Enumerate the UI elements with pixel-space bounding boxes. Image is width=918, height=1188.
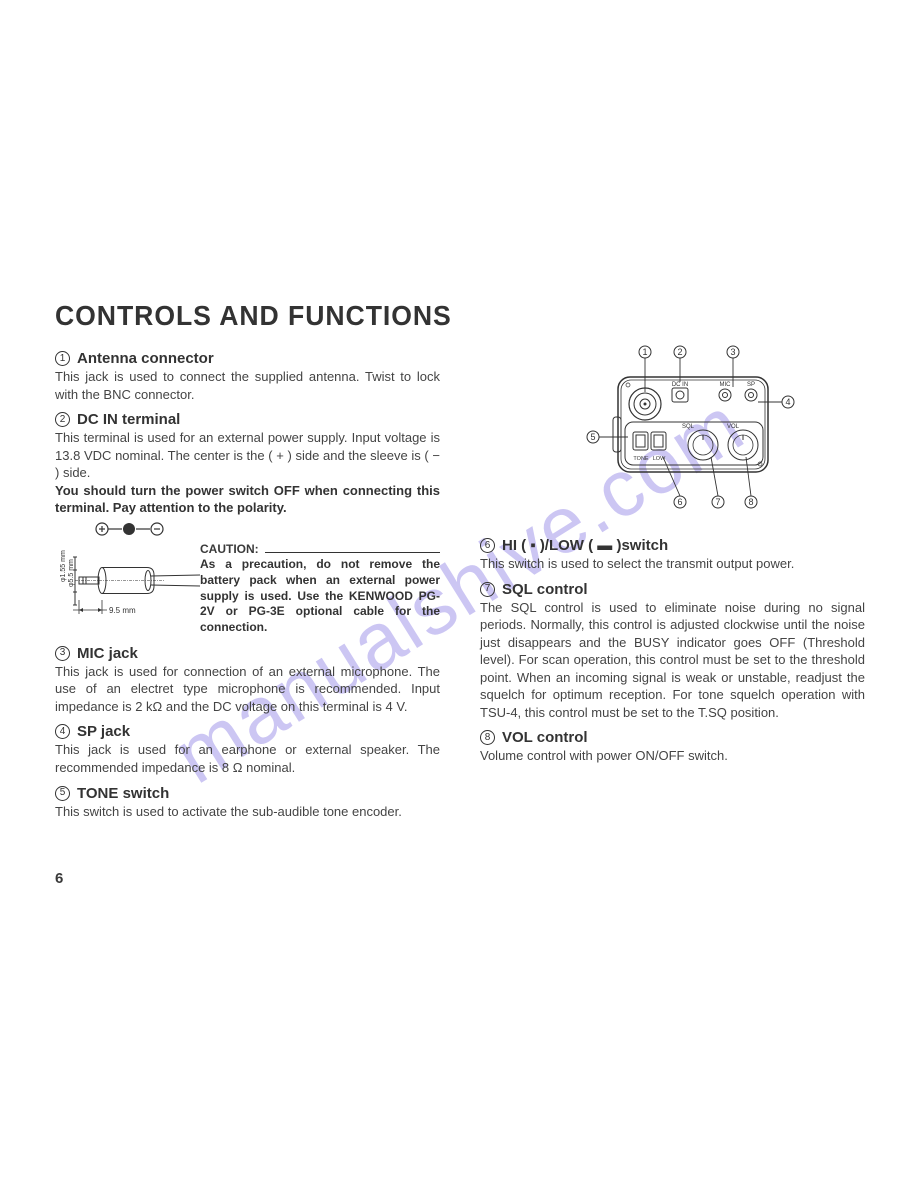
section-6-label: HI ( ▪ )/LOW ( ▬ )switch bbox=[502, 537, 668, 554]
circled-5-icon: 5 bbox=[55, 786, 70, 801]
section-4-title: 4 SP jack bbox=[55, 723, 440, 740]
svg-text:5: 5 bbox=[590, 432, 595, 442]
circled-7-icon: 7 bbox=[480, 582, 495, 597]
section-6-title: 6 HI ( ▪ )/LOW ( ▬ )switch bbox=[480, 537, 865, 554]
device-diagram-icon: 1 2 3 4 5 6 7 8 bbox=[533, 342, 813, 517]
svg-text:7: 7 bbox=[715, 497, 720, 507]
svg-text:VOL: VOL bbox=[726, 424, 739, 430]
svg-text:LOW: LOW bbox=[652, 456, 665, 462]
main-title: CONTROLS AND FUNCTIONS bbox=[55, 300, 825, 332]
svg-text:SQL: SQL bbox=[681, 424, 694, 430]
circled-6-icon: 6 bbox=[480, 538, 495, 553]
svg-text:TONE: TONE bbox=[633, 456, 649, 462]
svg-text:1: 1 bbox=[642, 347, 647, 357]
section-5-body: This switch is used to activate the sub-… bbox=[55, 803, 440, 821]
section-7-body: The SQL control is used to eliminate noi… bbox=[480, 599, 865, 722]
section-5-label: TONE switch bbox=[77, 785, 169, 802]
circled-8-icon: 8 bbox=[480, 730, 495, 745]
caution-block: φ1.55 mm φ5.5 mm bbox=[55, 542, 440, 637]
section-3-label: MIC jack bbox=[77, 645, 138, 662]
circled-3-icon: 3 bbox=[55, 646, 70, 661]
svg-text:6: 6 bbox=[677, 497, 682, 507]
section-7-label: SQL control bbox=[502, 581, 588, 598]
section-8-body: Volume control with power ON/OFF switch. bbox=[480, 747, 865, 765]
section-4-label: SP jack bbox=[77, 723, 130, 740]
svg-text:φ1.55 mm: φ1.55 mm bbox=[60, 550, 67, 582]
section-2-body-1: This terminal is used for an external po… bbox=[55, 429, 440, 482]
page-number: 6 bbox=[55, 870, 63, 887]
section-7-title: 7 SQL control bbox=[480, 581, 865, 598]
svg-text:4: 4 bbox=[785, 397, 790, 407]
svg-text:9.5 mm: 9.5 mm bbox=[109, 606, 136, 615]
page-content: CONTROLS AND FUNCTIONS 1 Antenna connect… bbox=[55, 300, 865, 820]
section-4-body: This jack is used for an earphone or ext… bbox=[55, 741, 440, 776]
polarity-diagram-icon bbox=[92, 520, 172, 538]
svg-text:2: 2 bbox=[677, 347, 682, 357]
svg-text:SP: SP bbox=[746, 382, 754, 388]
section-8-title: 8 VOL control bbox=[480, 729, 865, 746]
svg-text:3: 3 bbox=[730, 347, 735, 357]
circled-1-icon: 1 bbox=[55, 351, 70, 366]
circled-2-icon: 2 bbox=[55, 412, 70, 427]
section-3-body: This jack is used for connection of an e… bbox=[55, 663, 440, 716]
caution-label: CAUTION: bbox=[200, 542, 440, 558]
section-8-label: VOL control bbox=[502, 729, 588, 746]
plug-diagram-icon: φ1.55 mm φ5.5 mm bbox=[55, 542, 200, 632]
section-1-title: 1 Antenna connector bbox=[55, 350, 440, 367]
svg-text:DC IN: DC IN bbox=[671, 382, 687, 388]
section-3-title: 3 MIC jack bbox=[55, 645, 440, 662]
section-6-body: This switch is used to select the transm… bbox=[480, 555, 865, 573]
section-5-title: 5 TONE switch bbox=[55, 785, 440, 802]
svg-text:8: 8 bbox=[748, 497, 753, 507]
section-1-label: Antenna connector bbox=[77, 350, 214, 367]
right-column: 1 2 3 4 5 6 7 8 bbox=[480, 342, 865, 820]
circled-4-icon: 4 bbox=[55, 724, 70, 739]
left-column: 1 Antenna connector This jack is used to… bbox=[55, 342, 440, 820]
caution-body: As a precaution, do not remove the batte… bbox=[200, 557, 440, 635]
svg-text:MIC: MIC bbox=[719, 382, 731, 388]
section-1-body: This jack is used to connect the supplie… bbox=[55, 368, 440, 403]
section-2-label: DC IN terminal bbox=[77, 411, 180, 428]
section-2-title: 2 DC IN terminal bbox=[55, 411, 440, 428]
section-2-body-2: You should turn the power switch OFF whe… bbox=[55, 482, 440, 517]
svg-text:φ5.5 mm: φ5.5 mm bbox=[68, 559, 75, 587]
